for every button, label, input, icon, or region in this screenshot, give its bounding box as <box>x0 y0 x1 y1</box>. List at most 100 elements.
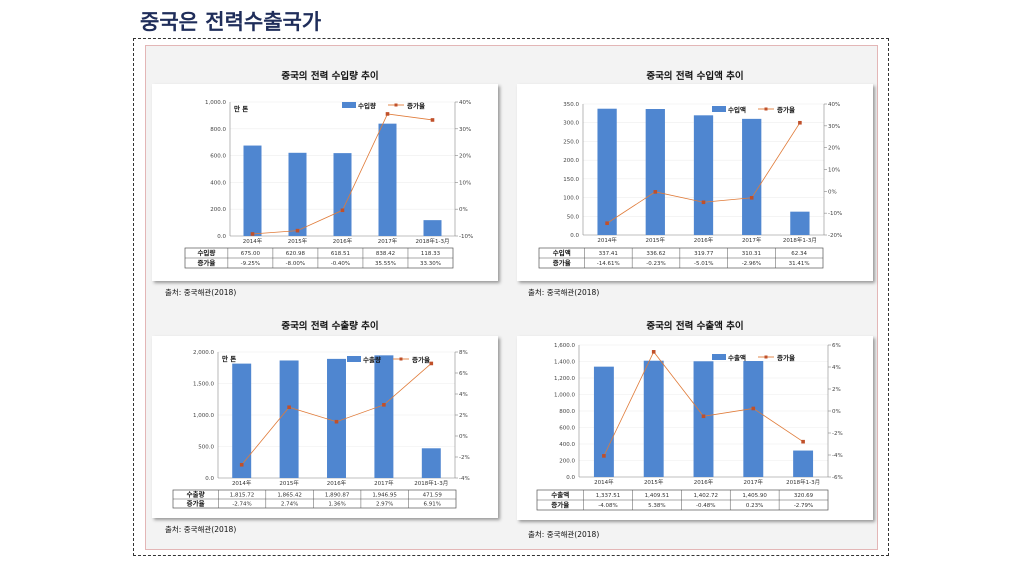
y2-tick-label: 10% <box>459 180 471 186</box>
y2-tick-label: 8% <box>459 350 468 356</box>
y-tick-label: 50.0 <box>567 214 580 220</box>
y-tick-label: 300.0 <box>563 121 579 127</box>
table-cell: 35.55% <box>375 261 396 267</box>
table-cell: -0.23% <box>646 261 665 267</box>
y-tick-label: 1,000.0 <box>193 413 214 419</box>
growth-point <box>429 361 434 366</box>
table-cell: 31.41% <box>789 261 810 267</box>
table-cell: 118.33 <box>421 251 441 257</box>
chart-export-volume: 0.0 500.0 1,000.0 1,500.0 2,000.0 -4% -2% 0% 2% 4… <box>152 336 498 518</box>
source-note: 출처: 중국해관(2018) <box>528 288 600 297</box>
legend-line-label: 증가율 <box>412 355 430 364</box>
legend-line-marker <box>764 107 768 111</box>
y2-tick-label: -4% <box>832 453 843 459</box>
table-cell: 2.97% <box>376 502 393 508</box>
bar <box>593 366 614 477</box>
unit-label: 만 톤 <box>234 104 248 113</box>
y2-tick-label: 6% <box>832 343 841 349</box>
content-frame <box>133 38 889 556</box>
y2-tick-label: 2% <box>459 413 468 419</box>
growth-point <box>651 350 656 354</box>
growth-point <box>701 414 706 419</box>
table-cell: 1,337.51 <box>596 493 621 499</box>
table-cell: 1,402.72 <box>694 493 719 499</box>
table-cell: 310.31 <box>742 251 761 257</box>
bar <box>374 355 394 478</box>
table-cell: -2.74% <box>232 502 251 508</box>
legend-line-label: 증가율 <box>777 105 795 114</box>
x-tick-label: 2014年 <box>597 236 617 244</box>
y2-tick-label: 4% <box>832 365 841 371</box>
bar <box>288 152 307 236</box>
x-tick-label: 2017年 <box>742 236 762 244</box>
y2-tick-label: 4% <box>459 392 468 398</box>
y-tick-label: 200.0 <box>563 158 579 164</box>
x-tick-label: 2017年 <box>378 237 398 245</box>
legend-line-marker <box>399 357 403 361</box>
bar <box>643 360 664 477</box>
y-tick-label: 0.0 <box>217 234 226 240</box>
table-row-header: 증가율 <box>187 499 205 508</box>
bar <box>693 361 714 477</box>
growth-point <box>334 419 339 424</box>
legend-bar-swatch <box>712 106 726 112</box>
growth-point <box>602 454 606 458</box>
x-tick-label: 2016年 <box>333 237 353 245</box>
chart-title-export-value: 중국의 전력 수출액 추이 <box>646 321 744 332</box>
y-tick-label: 400.0 <box>559 442 575 448</box>
legend-bar-label: 수입량 <box>358 101 376 110</box>
table-cell: -2.79% <box>794 503 813 509</box>
legend-bar-label: 수입액 <box>728 105 746 114</box>
table-cell: 1,865.42 <box>277 493 302 499</box>
y-tick-label: 600.0 <box>210 154 226 160</box>
bar <box>790 211 810 235</box>
y2-tick-label: -4% <box>459 476 470 482</box>
chart-title-import-volume: 중국의 전력 수입량 추이 <box>281 71 379 82</box>
table-row-header: 증가율 <box>553 258 571 267</box>
growth-point <box>287 405 291 410</box>
y2-tick-label: -6% <box>832 475 843 481</box>
y2-tick-label: 40% <box>459 100 471 106</box>
y2-tick-label: 2% <box>832 387 841 393</box>
y-tick-label: 200.0 <box>210 207 226 213</box>
x-tick-label: 2014年 <box>243 237 263 245</box>
table-row-header: 수입액 <box>553 248 571 257</box>
bar <box>423 220 442 236</box>
y-tick-label: 1,000.0 <box>554 393 575 399</box>
growth-point <box>340 208 345 213</box>
y-tick-label: 100.0 <box>563 196 579 202</box>
table-row-header: 수출액 <box>551 490 569 499</box>
x-tick-label: 2016年 <box>694 236 714 244</box>
y-tick-label: 350.0 <box>563 102 579 108</box>
y-tick-label: 1,600.0 <box>554 343 575 349</box>
growth-point <box>653 190 658 194</box>
y2-tick-label: -2% <box>459 455 470 461</box>
legend-bar-swatch <box>342 102 356 108</box>
y2-tick-label: 30% <box>828 124 840 130</box>
table-cell: 838.42 <box>376 251 395 257</box>
bar <box>693 115 714 235</box>
x-tick-label: 2018年1-3月 <box>414 479 448 487</box>
x-tick-label: 2015年 <box>279 479 299 487</box>
growth-point <box>239 462 244 467</box>
y-tick-label: 500.0 <box>198 445 214 451</box>
growth-point <box>749 195 754 200</box>
x-tick-label: 2018年1-3月 <box>786 478 820 486</box>
y2-tick-label: 40% <box>828 102 840 108</box>
table-cell: 6.91% <box>423 502 440 508</box>
bar <box>333 153 352 236</box>
source-note: 출처: 중국해관(2018) <box>528 530 600 539</box>
table-cell: 2.74% <box>281 502 298 508</box>
table-cell: 1,409.51 <box>645 493 670 499</box>
y2-tick-label: -10% <box>828 211 842 217</box>
table-row-header: 증가율 <box>551 500 569 509</box>
bar <box>597 108 617 235</box>
y2-tick-label: 30% <box>459 127 471 133</box>
bar <box>421 448 441 478</box>
y-tick-label: 1,000.0 <box>205 100 226 106</box>
table-cell: 0.23% <box>746 503 763 509</box>
x-tick-label: 2015年 <box>288 237 308 245</box>
table-cell: 471.59 <box>423 493 443 499</box>
table-cell: 319.77 <box>694 251 714 257</box>
y2-tick-label: -20% <box>828 233 842 239</box>
